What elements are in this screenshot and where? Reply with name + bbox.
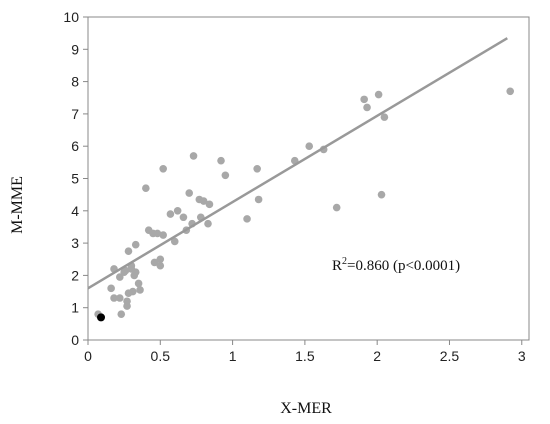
data-point bbox=[129, 287, 137, 296]
data-point bbox=[159, 165, 167, 173]
x-axis-title: X-MER bbox=[280, 400, 332, 417]
data-point bbox=[156, 261, 165, 270]
data-point bbox=[123, 297, 131, 306]
x-tick-label: 0 bbox=[84, 348, 92, 364]
y-tick-label: 5 bbox=[71, 171, 79, 187]
data-point bbox=[360, 95, 368, 104]
data-point bbox=[156, 255, 165, 264]
r-squared-prefix: R bbox=[332, 258, 342, 274]
data-point bbox=[199, 197, 208, 205]
data-point bbox=[506, 87, 515, 96]
y-tick-label: 3 bbox=[71, 235, 79, 251]
data-point bbox=[121, 266, 130, 275]
data-points bbox=[94, 87, 515, 318]
data-point bbox=[107, 284, 115, 293]
data-point bbox=[142, 184, 150, 192]
y-axis-ticks: 0 1 2 3 4 5 6 7 8 9 10 bbox=[63, 9, 88, 348]
data-point bbox=[332, 203, 341, 212]
data-point bbox=[185, 189, 194, 197]
y-tick-label: 4 bbox=[71, 203, 79, 219]
data-point bbox=[153, 229, 162, 238]
data-point bbox=[305, 142, 314, 150]
highlighted-data-point bbox=[97, 313, 106, 322]
data-point bbox=[253, 165, 261, 173]
x-tick-label: 3 bbox=[518, 348, 526, 364]
y-tick-label: 7 bbox=[71, 106, 79, 122]
r-squared-annotation: R2=0.860 (p<0.0001) bbox=[332, 256, 460, 274]
data-point bbox=[116, 294, 124, 302]
data-point bbox=[374, 90, 383, 99]
data-point bbox=[173, 207, 182, 215]
data-point bbox=[243, 215, 251, 223]
data-point bbox=[124, 247, 133, 255]
data-point bbox=[189, 152, 198, 160]
regression-line bbox=[87, 37, 508, 290]
data-point bbox=[134, 279, 143, 288]
data-point bbox=[136, 286, 144, 294]
r-squared-superscript: 2 bbox=[342, 256, 347, 267]
data-point bbox=[110, 294, 118, 302]
data-point bbox=[166, 210, 175, 218]
y-axis-title: M-MME bbox=[9, 176, 26, 234]
data-point bbox=[117, 310, 126, 318]
x-tick-label: 1 bbox=[229, 348, 237, 364]
y-tick-label: 2 bbox=[71, 267, 79, 283]
x-axis-ticks: 0 0.5 1 1.5 2 2.5 3 bbox=[84, 340, 526, 364]
y-tick-label: 6 bbox=[71, 138, 79, 154]
data-point bbox=[217, 156, 225, 165]
y-tick-label: 0 bbox=[71, 332, 79, 348]
y-tick-label: 1 bbox=[71, 300, 79, 316]
data-point bbox=[254, 195, 263, 204]
y-tick-label: 10 bbox=[63, 9, 79, 25]
x-tick-label: 2 bbox=[373, 348, 381, 364]
data-point bbox=[116, 273, 124, 281]
data-point bbox=[221, 171, 230, 180]
y-tick-label: 9 bbox=[71, 41, 79, 57]
data-point bbox=[170, 237, 179, 246]
data-point bbox=[377, 190, 386, 199]
y-tick-label: 8 bbox=[71, 74, 79, 90]
x-tick-label: 2.5 bbox=[440, 348, 460, 364]
x-tick-label: 1.5 bbox=[295, 348, 315, 364]
x-tick-label: 0.5 bbox=[151, 348, 171, 364]
data-point bbox=[363, 103, 371, 112]
data-point bbox=[204, 219, 212, 228]
highlighted-points bbox=[97, 313, 106, 322]
data-point bbox=[179, 213, 188, 222]
r-squared-value: =0.860 (p<0.0001) bbox=[347, 258, 460, 274]
data-point bbox=[205, 200, 214, 209]
data-point bbox=[159, 231, 167, 239]
data-point bbox=[131, 240, 140, 249]
data-point bbox=[150, 258, 159, 267]
data-point bbox=[131, 268, 140, 276]
data-point bbox=[380, 113, 389, 121]
